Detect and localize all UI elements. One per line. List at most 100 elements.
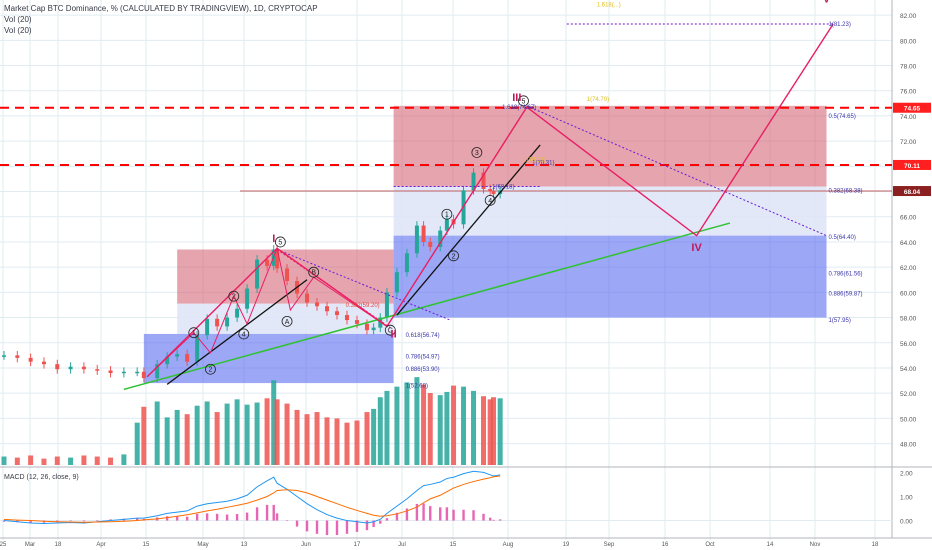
volume-bar (224, 403, 230, 465)
macd-histogram-bar (355, 520, 359, 532)
macd-histogram-bar (452, 509, 455, 521)
y-tick-label: 80.00 (900, 38, 917, 45)
volume-bar (264, 398, 270, 465)
wave-circle-label: 5 (278, 239, 282, 246)
macd-histogram-bar (165, 516, 169, 521)
y-tick-label: 58.00 (900, 316, 917, 323)
macd-histogram-bar (82, 520, 86, 522)
volume-bar (427, 393, 433, 465)
volume-indicator-label-2: Vol (20) (4, 26, 32, 35)
x-tick-label: Nov (810, 542, 821, 548)
chart-annotations: 12245ABC12345IIIIIIIVV1.618(74.67)0.5(74… (188, 0, 863, 390)
red-levels (0, 106, 892, 192)
macd-histogram-bar (472, 510, 475, 521)
wave-circle (471, 147, 483, 158)
volume-bar (41, 458, 47, 465)
fib-label-yellow: 1.618(...) (597, 2, 621, 8)
candle-body (275, 249, 280, 269)
volume-bar (194, 405, 200, 465)
volume-bar (94, 456, 100, 465)
candle-body (235, 308, 240, 318)
x-tick-label: 15 (450, 542, 457, 548)
fib-label: 0.382(59.20) (346, 303, 380, 309)
volume-bar (384, 390, 390, 465)
volume-bar (371, 408, 377, 465)
candle-body (81, 366, 86, 370)
candle-body (428, 241, 433, 247)
macd-histogram-bar (365, 520, 369, 531)
wave-circle (484, 194, 496, 206)
macd-panel: 2.00 1.00 0.00 (0, 470, 913, 535)
candle-body (165, 356, 170, 365)
volume-bar (184, 414, 190, 465)
wave-circle (238, 328, 250, 340)
wave-roman-label: V (823, 0, 831, 6)
volume-bar (254, 402, 260, 465)
time-axis[interactable]: 25 Mar 18 Apr 15 May 13 Jun 17 Jul 15 Aug 19 Sep 16 Oct… (0, 542, 879, 548)
price-axis[interactable]: 48.00 50.00 52.00 54.00 56.00 58.00 60.00 62.00… (893, 13, 931, 449)
volume-bar (284, 403, 290, 465)
macd-histogram-bar (492, 519, 495, 521)
x-tick-label: 13 (241, 542, 248, 548)
volume-bar (274, 399, 280, 465)
candle-body (245, 288, 250, 309)
macd-histogram-bar (205, 513, 209, 521)
x-tick-label: 18 (55, 542, 62, 548)
candle-body (195, 335, 200, 362)
zone-right-top (393, 105, 827, 187)
macd-histogram-bar (422, 503, 425, 521)
candle-body (108, 370, 113, 374)
x-tick-label: Sep (604, 542, 615, 548)
candle-body (438, 230, 443, 247)
macd-histogram-bar (488, 517, 492, 521)
elliott-wave-path (146, 23, 834, 378)
wave-circle-label: A (285, 319, 290, 326)
volume-bar (304, 414, 310, 465)
volume-bar (344, 422, 350, 465)
volume-bar (81, 455, 87, 465)
x-tick-label: Oct (705, 542, 715, 548)
wave-iii-channel-line (396, 144, 541, 316)
macd-histogram-bar (215, 513, 219, 521)
candle-body (404, 253, 409, 273)
wave-circle (274, 236, 286, 248)
candle-body (481, 172, 486, 190)
volume-bar (334, 418, 340, 465)
wave-circle (384, 324, 396, 336)
volume-bar (174, 409, 180, 465)
volume-bar (354, 420, 360, 465)
y-tick-label: 48.00 (900, 442, 917, 449)
wave-circle-label: 2 (452, 253, 456, 260)
volume-bar (491, 397, 497, 465)
volume-bar (421, 384, 427, 465)
volume-bar (164, 417, 170, 465)
volume-bar (314, 412, 320, 465)
volume-bar (234, 399, 240, 465)
volume-bar (271, 380, 277, 465)
candle-body (41, 361, 46, 365)
candle-body (344, 315, 349, 321)
macd-histogram-bar (2, 520, 6, 522)
x-tick-label: 16 (662, 542, 669, 548)
volume-bar (108, 457, 114, 465)
macd-histogram-bar (29, 520, 32, 523)
fib-label: 1(81.23) (829, 22, 851, 28)
candle-body (414, 225, 419, 254)
candle-body (265, 259, 270, 266)
price-tag (893, 186, 931, 197)
wave-circle-label: 1 (445, 212, 449, 219)
y-tick-label: 74.00 (900, 114, 917, 121)
macd-histogram-bar (69, 520, 72, 522)
macd-histogram-bar (379, 520, 382, 524)
macd-signal-line (3, 475, 501, 523)
volume-bar (28, 455, 34, 465)
price-tag (893, 159, 931, 170)
candle-body (28, 357, 33, 362)
macd-histogram-bar (285, 520, 289, 521)
x-tick-label: Aug (503, 542, 514, 548)
volume-bar (404, 382, 410, 465)
macd-indicator-label: MACD (12, 26, close, 9) (4, 474, 79, 481)
y-tick-label: 82.00 (900, 13, 917, 20)
fib-label-yellow: 1(70.31) (523, 157, 545, 163)
